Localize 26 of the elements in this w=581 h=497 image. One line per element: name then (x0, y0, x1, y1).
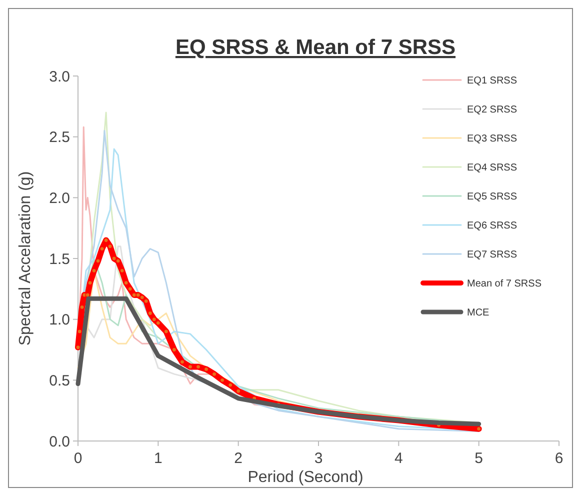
y-tick-label: 2.0 (49, 190, 70, 207)
legend-label: EQ6 SRSS (467, 220, 518, 232)
legend-label: EQ7 SRSS (467, 250, 518, 260)
legend-label: EQ5 SRSS (467, 192, 518, 202)
x-tick-label: 0 (74, 450, 82, 467)
legend-label: Mean of 7 SRSS (467, 278, 542, 290)
legend-label: EQ2 SRSS (467, 104, 518, 116)
x-tick-label: 4 (394, 450, 403, 467)
legend-label: EQ3 SRSS (467, 134, 518, 144)
y-tick-label: 0.0 (49, 433, 70, 450)
y-tick-label: 2.5 (49, 129, 70, 146)
chart-title: EQ SRSS & Mean of 7 SRSS (175, 36, 456, 59)
x-axis-title: Period (Second) (248, 469, 364, 486)
y-tick-label: 1.5 (49, 250, 70, 268)
x-tick-label: 6 (554, 450, 564, 467)
y-tick-label: 0.5 (49, 372, 70, 390)
x-tick-label: 5 (474, 450, 484, 467)
legend-label: EQ1 SRSS (467, 76, 518, 86)
y-tick-label: 1.0 (49, 312, 70, 329)
x-tick-label: 1 (154, 450, 162, 467)
x-tick-label: 2 (234, 450, 243, 467)
legend-label: EQ4 SRSS (467, 162, 518, 174)
legend-label: MCE (467, 308, 490, 318)
x-tick-label: 3 (314, 450, 323, 467)
y-tick-label: 3.0 (49, 68, 70, 86)
y-axis-title: Spectral Accelaration (g) (17, 171, 34, 346)
